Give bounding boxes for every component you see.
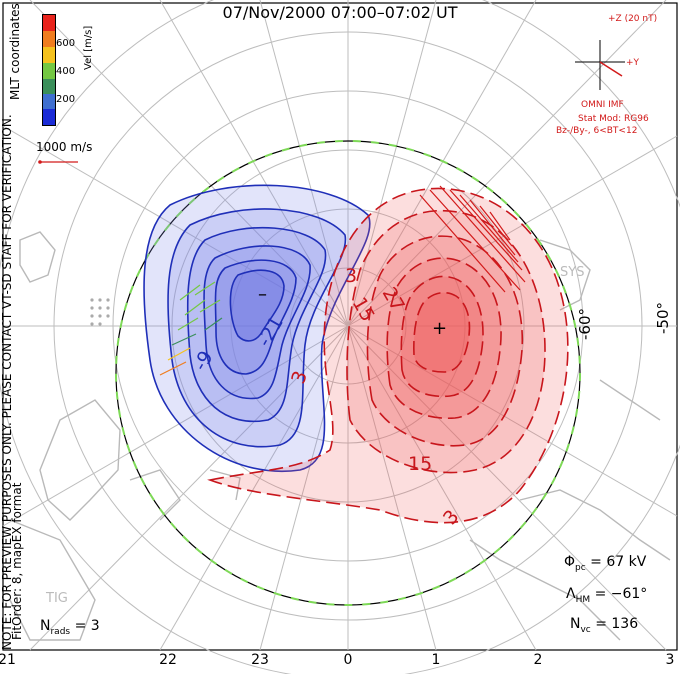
nvc-label: N [570, 616, 581, 632]
negative-potential-cell [143, 184, 371, 472]
mlt-tick-22: 22 [159, 652, 177, 668]
mlt-meridians [2, 0, 678, 651]
mlt-tick-2: 2 [533, 652, 543, 668]
colorbar-tick-200: 200 [56, 94, 76, 105]
velocity-vectors-dawn [419, 185, 526, 293]
phi-value: = 67 kV [590, 554, 647, 570]
colorbar-seg-5 [43, 79, 55, 94]
potential-max-marker: + [432, 318, 447, 339]
colorbar-seg-6 [43, 94, 55, 109]
lambda-label: Λ [566, 586, 576, 602]
contour-label-pos-5: 15 [408, 453, 432, 475]
potential-min-marker: – [258, 284, 267, 305]
phi-sub: pc [575, 562, 586, 573]
nrads-value: = 3 [74, 618, 100, 634]
imf-z-label: +Z (20 nT) [608, 14, 658, 24]
colorbar-seg-7 [43, 109, 55, 125]
mlt-tick-3: 3 [665, 652, 675, 668]
colorbar-seg-4 [43, 63, 55, 79]
radar-grid-points [90, 298, 110, 326]
colorbar-seg-2 [43, 31, 55, 47]
colorbar-label: Vel [m/s] [83, 25, 94, 70]
imf-vector [599, 61, 623, 77]
colorbar-tick-600: 600 [56, 38, 76, 49]
mlt-tick-23: 23 [251, 652, 269, 668]
velocity-vectors-dusk [159, 281, 223, 376]
nvc-value: = 136 [595, 616, 639, 632]
imf-source: OMNI IMF [581, 100, 624, 110]
nvc-stat: Nvc = 136 [570, 616, 638, 635]
station-label-tig: TIG [45, 591, 68, 606]
lat-label-50: -50° [654, 302, 672, 334]
coord-label: MLT coordinates [8, 3, 22, 100]
phi-label: Φ [564, 554, 576, 570]
lambda-hm-stat: ΛHM = −61° [566, 586, 647, 605]
lat-label-60: -60° [576, 308, 594, 340]
lambda-sub: HM [575, 594, 591, 605]
imf-y-label: +Y [626, 58, 640, 68]
fit-order-note: FitOrder: 8, mapEX format [10, 482, 24, 640]
station-label-sys: SYS [560, 265, 584, 280]
colorbar-seg-1 [43, 15, 55, 31]
contour-label-pos-1: 3 [345, 265, 357, 287]
nrads-stat: Nrads = 3 [40, 618, 100, 637]
mlt-tick-1: 1 [431, 652, 441, 668]
velocity-reference-label: 1000 m/s [36, 140, 93, 154]
velocity-colorbar [42, 14, 56, 126]
imf-bin: Bz-/By-, 6<BT<12 [556, 126, 638, 136]
map-title: 07/Nov/2000 07:00–07:02 UT [222, 3, 458, 22]
hm-boundary-green [115, 140, 581, 606]
mlt-tick-0: 0 [343, 652, 353, 668]
colorbar-seg-3 [43, 47, 55, 63]
nrads-label: N [40, 618, 51, 634]
colorbar-tick-400: 400 [56, 66, 76, 77]
velocity-reference-origin [38, 160, 42, 164]
nrads-sub: rads [50, 626, 71, 637]
phi-pc-stat: Φpc = 67 kV [564, 554, 646, 573]
positive-potential-cell [207, 187, 569, 524]
lambda-value: = −61° [594, 586, 648, 602]
imf-stat-model: Stat Mod: RG96 [578, 114, 649, 124]
mlt-tick-21: 21 [0, 652, 16, 668]
nvc-sub: vc [580, 624, 591, 635]
